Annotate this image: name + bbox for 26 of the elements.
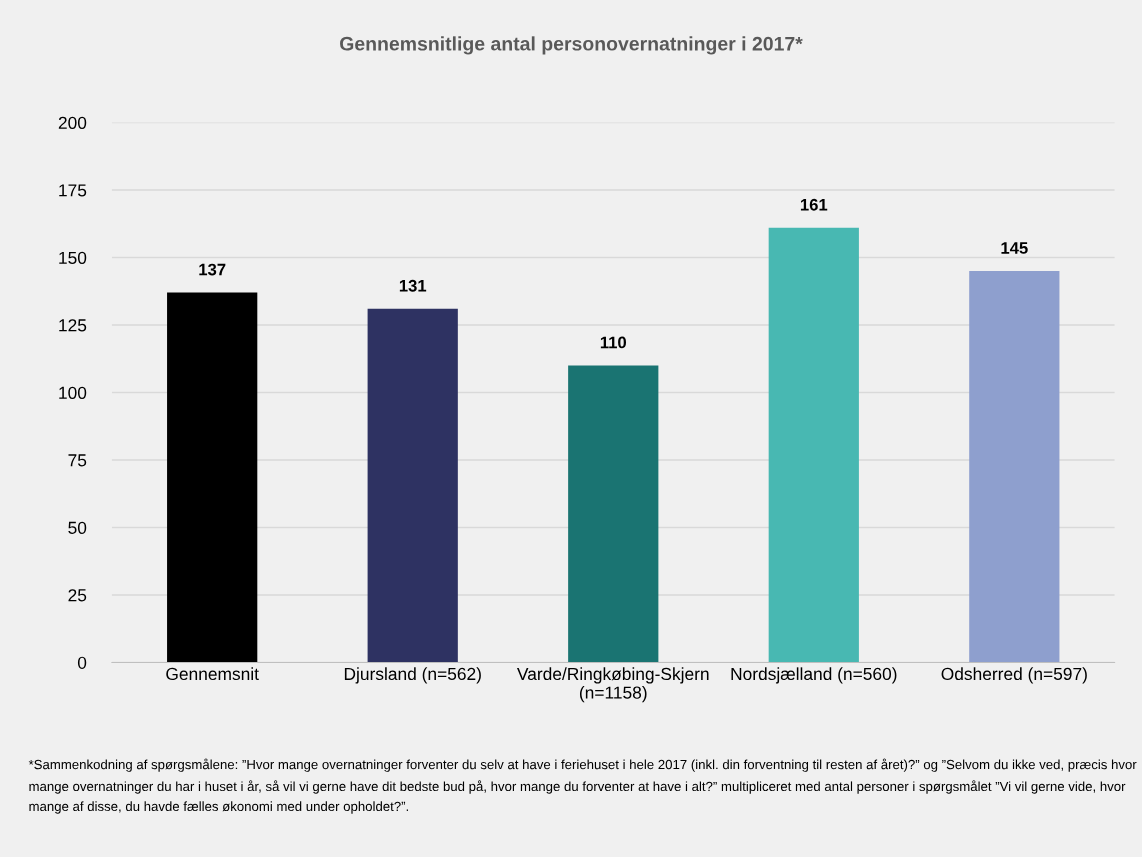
data-label: 161 (800, 198, 828, 211)
x-tick-label: Djursland (n=562) (344, 667, 481, 684)
y-tick-label: 25 (68, 589, 87, 602)
y-tick-label: 125 (59, 319, 87, 332)
y-tick-label: 75 (68, 454, 87, 467)
bar (568, 365, 659, 663)
y-tick-label: 0 (77, 656, 87, 669)
bar (969, 271, 1060, 663)
x-tick-label: Varde/Ringkøbing-Skjern (n=1158) (517, 667, 709, 703)
x-tick-label: Gennemsnit (166, 667, 259, 681)
x-tick-label: Odsherred (n=597) (941, 667, 1087, 684)
y-tick-label: 50 (68, 521, 87, 534)
text: *Sammenkodning af spørgsmålene: ”Hvor mange overnatninger forventer du selv at have i feriehuset i hele 2017 (inkl. din forventning til resten af året)?” og ”Selvom du ikke ved, præcis hvor mange overnatninger du har i huset i år, så vil vi gerne have dit bedste bud på, hvor mange du forventer at have i alt?” multipliceret med antal personer i spørgsmålet ”Vi vil gerne vide, hvor mange af disse, du havde fælles økonomi med under opholdet?”. (28, 758, 1137, 814)
bar (167, 292, 258, 663)
y-tick-label: 175 (59, 184, 87, 197)
data-label: 110 (600, 336, 627, 349)
y-tick-label: 100 (59, 386, 87, 399)
chart-title: Gennemsnitlige antal personovernatninger i 2017* (340, 36, 803, 55)
bar (768, 227, 859, 663)
data-label: 145 (1001, 242, 1028, 254)
y-tick-label: 200 (58, 116, 87, 130)
data-label: 131 (399, 279, 427, 292)
bar (367, 308, 458, 663)
data-label: 137 (199, 263, 226, 276)
y-tick-label: 150 (59, 251, 87, 264)
x-tick-label: Nordsjælland (n=560) (731, 667, 897, 684)
